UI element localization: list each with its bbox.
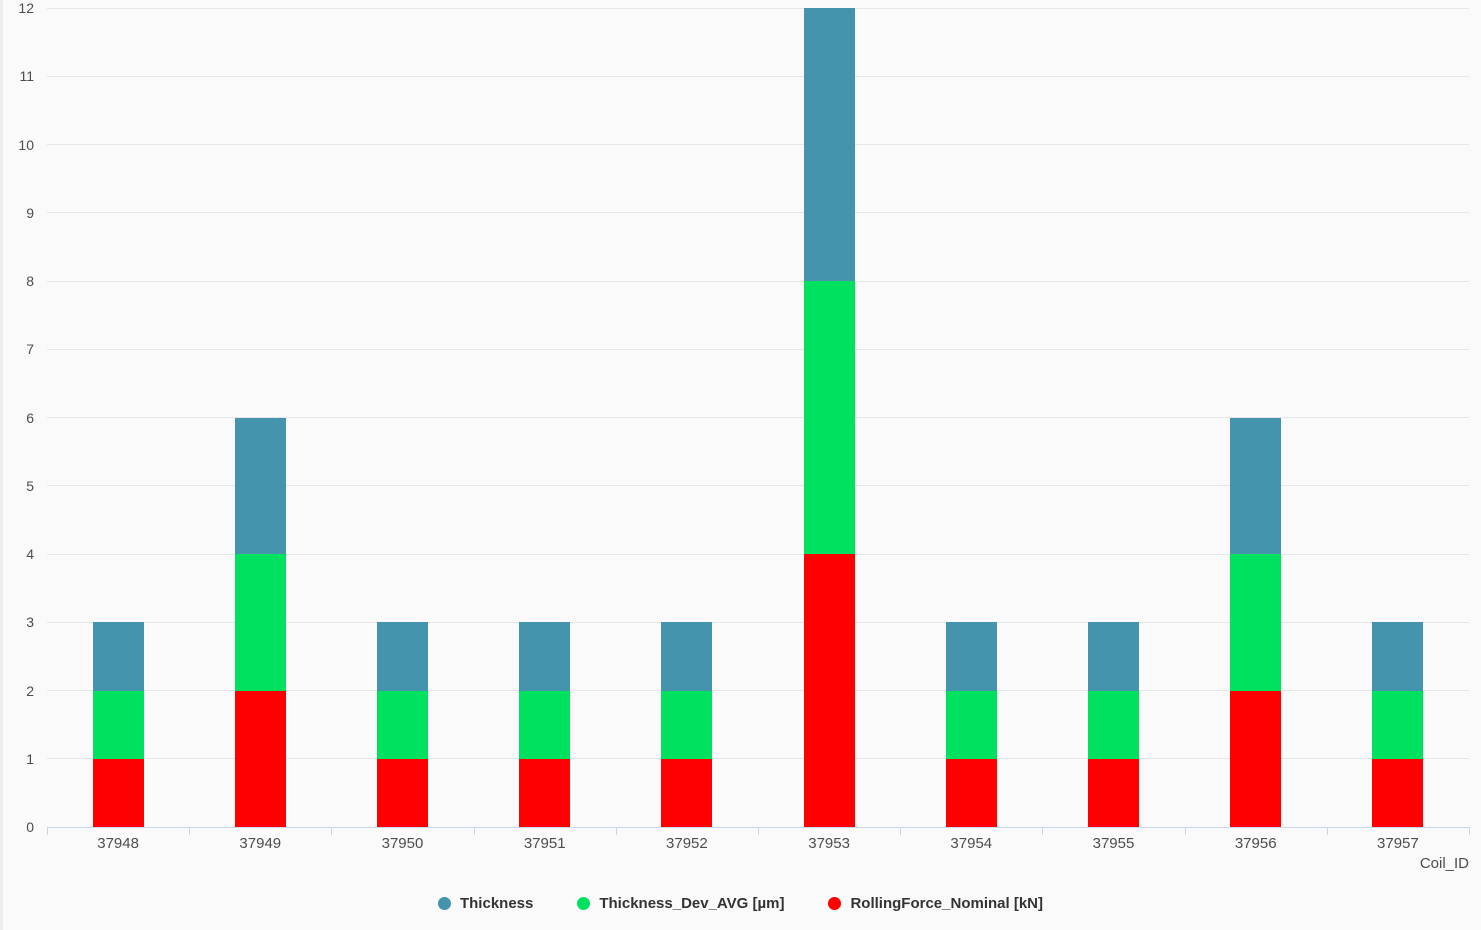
y-axis-label: 1	[26, 750, 34, 767]
x-axis-tick	[1327, 827, 1328, 835]
x-axis-tick	[758, 827, 759, 835]
x-axis-label: 37953	[808, 835, 850, 852]
bar-segment-thickness-dev-avg-m[interactable]	[1088, 690, 1139, 759]
legend-item-label: Thickness	[459, 895, 534, 912]
y-gridline	[47, 417, 1469, 418]
bar-segment-rollingforce-nominal-kn[interactable]	[946, 758, 997, 827]
bar-segment-thickness-dev-avg-m[interactable]	[1230, 554, 1281, 691]
legend-item-label: RollingForce_Nominal [kN]	[850, 895, 1043, 912]
y-gridline	[47, 212, 1469, 214]
bar-segment-thickness-dev-avg-m[interactable]	[946, 690, 997, 759]
y-axis-label: 10	[18, 136, 34, 153]
bar-segment-thickness[interactable]	[946, 622, 997, 691]
bar-segment-rollingforce-nominal-kn[interactable]	[519, 758, 570, 827]
x-axis-label: 37949	[239, 835, 282, 852]
bar-segment-thickness[interactable]	[377, 622, 428, 691]
y-gridline	[47, 144, 1469, 145]
y-axis-label: 3	[26, 614, 34, 631]
y-axis-label: 9	[26, 204, 34, 221]
legend: Thickness Thickness_Dev_AVG [µm] RollingFo…	[0, 895, 1481, 912]
y-axis-label: 12	[18, 0, 34, 16]
bar-segment-rollingforce-nominal-kn[interactable]	[1372, 758, 1423, 827]
bar-segment-thickness[interactable]	[93, 622, 144, 691]
x-axis-tick	[474, 827, 475, 835]
x-axis-tick	[47, 827, 48, 835]
legend-marker-icon	[437, 897, 451, 910]
bar-segment-rollingforce-nominal-kn[interactable]	[93, 758, 144, 827]
legend-item-label: Thickness_Dev_AVG [µm]	[599, 895, 785, 912]
y-gridline	[47, 758, 1469, 760]
y-axis-label: 4	[26, 546, 34, 562]
bar-segment-thickness[interactable]	[1230, 417, 1281, 554]
bar-segment-rollingforce-nominal-kn[interactable]	[377, 758, 428, 827]
bar-segment-thickness[interactable]	[804, 8, 855, 281]
bar-segment-thickness-dev-avg-m[interactable]	[377, 690, 428, 759]
y-gridline	[47, 690, 1469, 691]
legend-item-thickness-dev-avg-m[interactable]: Thickness_Dev_AVG [µm]	[577, 895, 784, 912]
bar-segment-thickness-dev-avg-m[interactable]	[804, 281, 855, 554]
bar-segment-thickness-dev-avg-m[interactable]	[661, 690, 712, 759]
x-axis-label: 37950	[381, 835, 424, 852]
bar-segment-thickness[interactable]	[235, 417, 286, 554]
y-gridline	[47, 621, 1469, 623]
x-axis-tick	[331, 827, 332, 835]
y-gridline	[47, 280, 1469, 282]
bar-segment-thickness-dev-avg-m[interactable]	[93, 690, 144, 759]
bar-segment-rollingforce-nominal-kn[interactable]	[661, 758, 712, 827]
y-gridline	[47, 348, 1469, 350]
y-axis-label: 0	[26, 819, 34, 835]
legend-marker-icon	[577, 897, 591, 910]
page-edge-strip	[0, 0, 3, 930]
x-axis-label: 37952	[666, 835, 708, 852]
x-axis-label: 37951	[523, 835, 566, 852]
x-axis-tick	[1185, 827, 1186, 835]
x-axis-label: 37956	[1234, 835, 1277, 852]
bar-segment-thickness[interactable]	[519, 622, 570, 691]
y-axis-label: 5	[26, 477, 34, 494]
bar-segment-thickness[interactable]	[1372, 622, 1423, 691]
x-axis-title: Coil_ID	[1419, 855, 1469, 872]
bar-segment-thickness[interactable]	[1088, 622, 1139, 691]
x-axis-tick	[1469, 827, 1470, 835]
bar-segment-rollingforce-nominal-kn[interactable]	[235, 690, 286, 827]
bar-segment-thickness-dev-avg-m[interactable]	[1372, 690, 1423, 759]
y-gridline	[47, 485, 1469, 487]
y-axis-label: 6	[26, 409, 34, 426]
y-axis-label: 7	[26, 341, 34, 358]
y-axis-label: 11	[19, 68, 34, 85]
bar-segment-rollingforce-nominal-kn[interactable]	[1230, 690, 1281, 827]
bar-segment-thickness[interactable]	[661, 622, 712, 691]
x-axis-tick	[900, 827, 901, 835]
y-axis-label: 8	[26, 273, 34, 289]
x-axis-label: 37955	[1092, 835, 1135, 852]
legend-item-rollingforce-nominal-kn[interactable]: RollingForce_Nominal [kN]	[828, 895, 1043, 912]
legend-item-thickness[interactable]: Thickness	[437, 895, 534, 912]
bar-segment-thickness-dev-avg-m[interactable]	[519, 690, 570, 759]
x-axis-tick	[1042, 827, 1043, 835]
bar-segment-rollingforce-nominal-kn[interactable]	[1088, 758, 1139, 827]
x-axis-tick	[616, 827, 617, 835]
legend-marker-icon	[828, 897, 842, 910]
x-axis-label: 37948	[97, 835, 139, 852]
x-axis-label: 37954	[950, 835, 993, 852]
x-axis-label: 37957	[1377, 835, 1419, 852]
y-gridline	[47, 75, 1469, 77]
x-axis-tick	[189, 827, 190, 835]
bar-segment-rollingforce-nominal-kn[interactable]	[804, 554, 855, 827]
bar-segment-thickness-dev-avg-m[interactable]	[235, 554, 286, 691]
y-gridline	[47, 7, 1469, 9]
y-axis-label: 2	[26, 682, 34, 699]
y-gridline	[47, 553, 1469, 555]
